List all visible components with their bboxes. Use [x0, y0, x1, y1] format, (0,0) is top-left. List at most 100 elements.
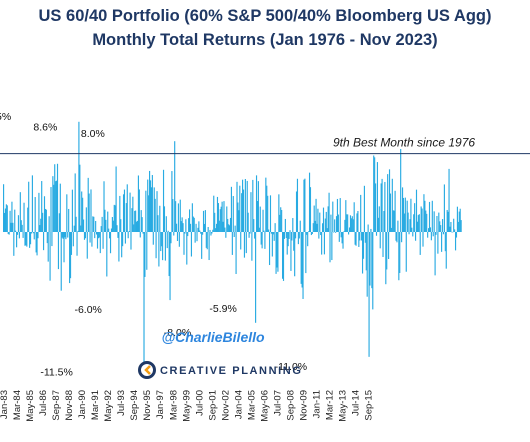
- bar: [438, 212, 440, 232]
- bar: [54, 164, 56, 232]
- bar: [429, 227, 432, 232]
- bar: [18, 232, 20, 239]
- bar: [27, 207, 29, 232]
- bar: [329, 232, 331, 263]
- bar: [365, 232, 367, 271]
- bar: [431, 200, 433, 232]
- chart-subtitle: Monthly Total Returns (Jan 1976 - Nov 20…: [92, 31, 437, 49]
- bar: [298, 232, 300, 239]
- bar: [165, 216, 167, 232]
- annotation-label: -5.9%: [209, 303, 236, 315]
- bar: [46, 232, 48, 244]
- bar: [447, 211, 449, 232]
- bar: [320, 232, 322, 236]
- bar: [53, 184, 55, 232]
- bar: [348, 227, 351, 232]
- bar: [292, 218, 294, 232]
- bar: [443, 184, 445, 232]
- bar: [305, 232, 307, 274]
- bar: [3, 184, 5, 232]
- bar: [420, 206, 422, 232]
- bar: [276, 232, 278, 268]
- bar: [254, 232, 256, 239]
- bar: [111, 217, 113, 232]
- bar: [56, 180, 58, 232]
- bar: [100, 226, 102, 232]
- bar: [12, 222, 14, 232]
- bar: [208, 232, 210, 261]
- bar: [190, 232, 193, 257]
- bar: [163, 206, 166, 232]
- bar: [44, 208, 46, 232]
- x-tick-label: Jul-07: [272, 390, 283, 416]
- bar: [209, 229, 211, 232]
- bar: [435, 232, 437, 235]
- bar: [215, 223, 218, 232]
- bar: [119, 195, 121, 232]
- bar: [38, 192, 40, 232]
- x-tick-label: Jan-90: [77, 390, 88, 419]
- bar: [374, 157, 376, 232]
- bar: [280, 207, 282, 232]
- bar: [49, 232, 51, 281]
- bar: [384, 181, 386, 232]
- bar: [201, 232, 203, 259]
- bar: [36, 232, 38, 256]
- bar: [418, 214, 420, 232]
- author-handle: @CharlieBilello: [161, 329, 265, 345]
- bar: [326, 228, 328, 232]
- bar: [285, 232, 287, 239]
- bar: [199, 230, 201, 232]
- bar: [229, 217, 232, 232]
- x-tick-label: Jan-04: [233, 390, 244, 419]
- bar: [211, 232, 213, 234]
- bar: [39, 225, 41, 232]
- bar: [444, 232, 446, 252]
- bar: [351, 216, 353, 232]
- bar: [336, 198, 339, 232]
- bar: [140, 210, 142, 232]
- bar: [259, 206, 261, 232]
- bar: [240, 232, 242, 250]
- bar: [152, 232, 154, 245]
- bar: [65, 232, 67, 240]
- company-name: CREATIVE PLANNING: [160, 365, 303, 377]
- bar: [47, 232, 49, 262]
- annotation-label: -11.0%: [275, 361, 308, 373]
- bar: [112, 220, 114, 232]
- bar: [244, 179, 246, 232]
- bar: [121, 232, 123, 258]
- bar: [122, 232, 124, 247]
- bar: [48, 216, 50, 232]
- bar: [373, 155, 375, 232]
- bar: [249, 232, 251, 234]
- bar: [137, 175, 139, 232]
- bar: [275, 232, 277, 274]
- bar: [58, 213, 60, 232]
- bar: [237, 202, 239, 232]
- bar: [371, 232, 373, 289]
- bar: [359, 232, 361, 241]
- bar: [404, 197, 406, 232]
- bar: [156, 191, 158, 232]
- bar: [343, 231, 345, 232]
- bar: [179, 199, 181, 232]
- bar: [269, 195, 272, 232]
- bar: [428, 201, 431, 232]
- bar: [42, 232, 45, 251]
- bar: [70, 232, 73, 255]
- bar: [226, 206, 228, 232]
- bar: [360, 194, 362, 232]
- bar: [161, 232, 163, 247]
- bar: [66, 194, 68, 232]
- bar: [68, 208, 70, 232]
- bar: [421, 208, 423, 232]
- bar: [251, 232, 253, 261]
- bar: [355, 232, 357, 246]
- bar: [52, 176, 54, 232]
- bar: [428, 228, 430, 232]
- bar: [126, 184, 128, 232]
- bar: [123, 189, 126, 232]
- bar: [236, 181, 238, 232]
- bar: [395, 232, 397, 241]
